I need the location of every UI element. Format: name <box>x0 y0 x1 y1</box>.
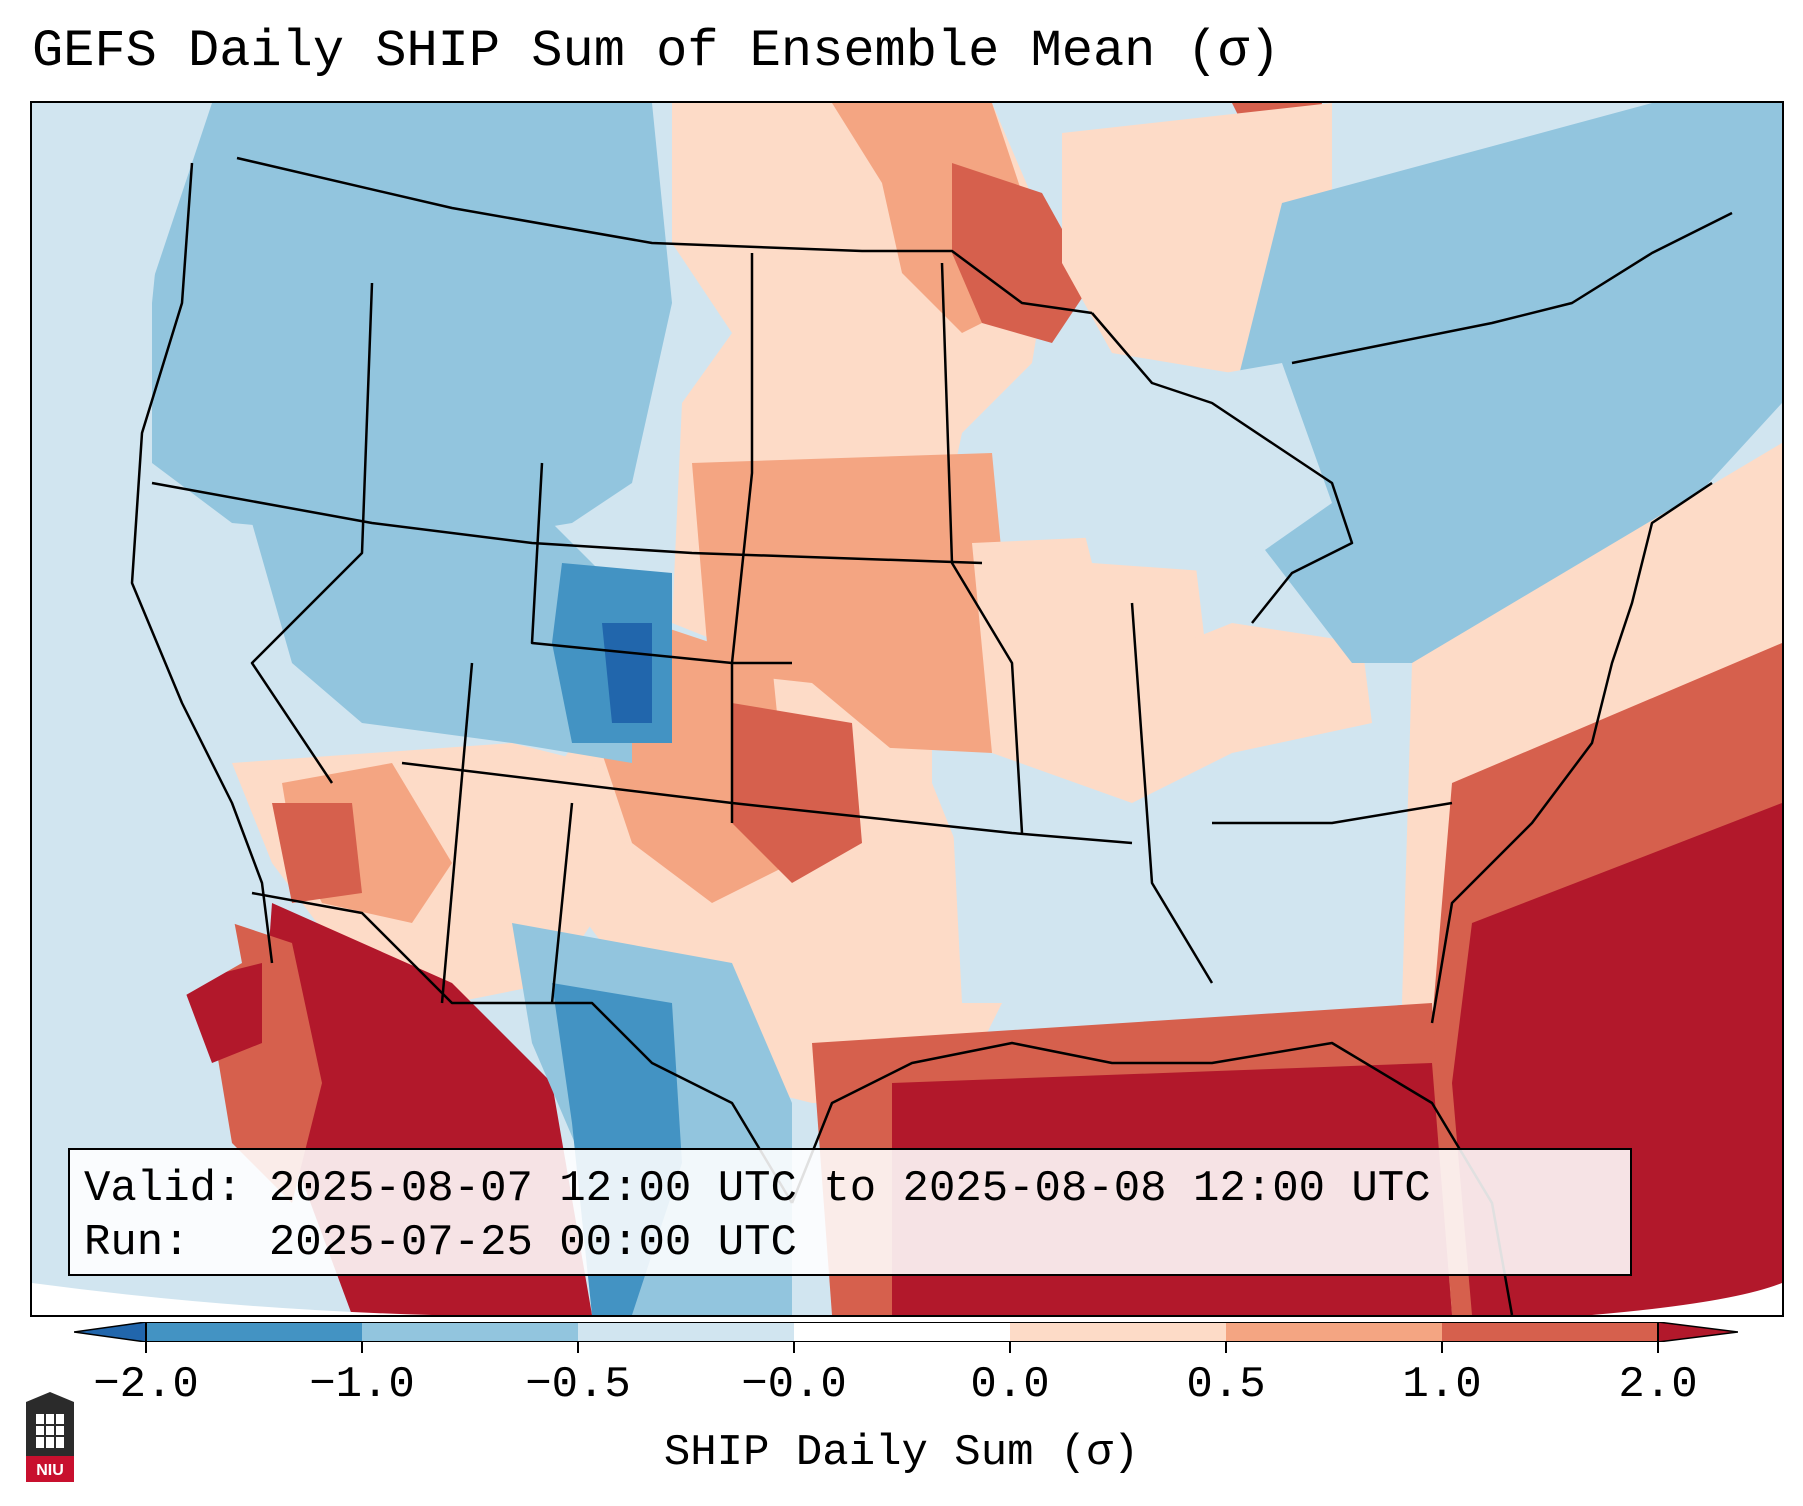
validity-box: Valid: 2025-08-07 12:00 UTC to 2025-08-0… <box>68 1148 1632 1276</box>
mexico-border <box>251 891 794 1204</box>
colorbar-bin-3 <box>578 1322 794 1342</box>
ship-field-map <box>32 103 1782 1315</box>
colorbar-tick-label: −2.0 <box>93 1360 199 1410</box>
map-panel <box>30 101 1784 1317</box>
colorbar-bin-4 <box>794 1322 1010 1342</box>
state-line-2 <box>250 282 374 784</box>
southeast-cool <box>1012 763 1452 1063</box>
state-line-6 <box>940 262 1024 834</box>
oklahoma-hot <box>732 703 862 883</box>
state-line-3 <box>530 462 792 665</box>
west-coast <box>130 162 274 964</box>
outside-domain-right <box>1592 1283 1782 1315</box>
colorbar-extend-high <box>1657 1322 1738 1342</box>
state-line-10 <box>1212 801 1453 825</box>
mississippi-valley-cool <box>952 803 1042 1003</box>
colorbar-tick-label: −1.0 <box>309 1360 415 1410</box>
great-basin-cool <box>252 523 632 763</box>
pacific-cool <box>32 103 242 1003</box>
colorbar-bin-7 <box>1442 1322 1658 1342</box>
logo-text: NIU <box>36 1462 64 1479</box>
colorbar-bin-5 <box>1010 1322 1226 1342</box>
colorbar-tick-label: −0.5 <box>525 1360 631 1410</box>
map-title: GEFS Daily SHIP Sum of Ensemble Mean (σ) <box>32 22 1281 81</box>
state-line-1 <box>151 481 983 565</box>
colorbar-tick-mark <box>145 1341 147 1353</box>
run-line: Run: 2025-07-25 00:00 UTC <box>84 1218 797 1268</box>
colorbar-tick-mark <box>1441 1341 1443 1353</box>
state-line-7 <box>440 662 474 1004</box>
colorado-deep-core <box>602 623 652 723</box>
colorbar-tick-label: −0.0 <box>741 1360 847 1410</box>
colorbar-bin-2 <box>362 1322 578 1342</box>
colorbar <box>74 1322 1738 1342</box>
east-canada-border <box>1291 211 1733 365</box>
colorbar-bin-1 <box>146 1322 362 1342</box>
colorbar-tick-mark <box>577 1341 579 1353</box>
great-lakes-shore <box>1091 312 1354 624</box>
colorbar-tick-label: 0.0 <box>970 1360 1050 1410</box>
colorbar-outline <box>145 1322 1659 1342</box>
canada-red-core <box>952 163 1092 343</box>
valid-line: Valid: 2025-08-07 12:00 UTC to 2025-08-0… <box>84 1164 1431 1214</box>
colorbar-extend-low <box>74 1322 147 1342</box>
colorbar-tick-mark <box>1657 1341 1659 1353</box>
colorbar-tick-mark <box>1225 1341 1227 1353</box>
great-lakes-cool <box>1052 363 1332 573</box>
colorbar-tick-mark <box>361 1341 363 1353</box>
colorbar-tick-label: 0.5 <box>1186 1360 1266 1410</box>
northwest-cool <box>152 103 672 543</box>
colorbar-tick-label: 1.0 <box>1402 1360 1482 1410</box>
colorbar-tick-mark <box>1009 1341 1011 1353</box>
atlantic-coast <box>1430 481 1713 1024</box>
colorbar-tick-label: 2.0 <box>1618 1360 1698 1410</box>
canada-us-border <box>236 156 1093 315</box>
outside-domain <box>32 1283 632 1315</box>
state-line-4 <box>401 761 1133 845</box>
state-line-8 <box>550 802 574 1004</box>
colorbar-bin-6 <box>1226 1322 1442 1342</box>
niu-logo: NIU <box>26 1392 74 1482</box>
colorbar-tick-mark <box>793 1341 795 1353</box>
northeast-cool <box>1232 103 1782 663</box>
lower-colorado-river-hot <box>272 803 362 903</box>
boundaries <box>130 156 1733 1315</box>
pacific-hot-patch <box>182 963 262 1063</box>
ohio-valley-warm <box>1132 623 1372 803</box>
colorbar-label: SHIP Daily Sum (σ) <box>663 1428 1140 1478</box>
state-line-9 <box>1130 602 1214 984</box>
state-line-5 <box>730 253 754 823</box>
